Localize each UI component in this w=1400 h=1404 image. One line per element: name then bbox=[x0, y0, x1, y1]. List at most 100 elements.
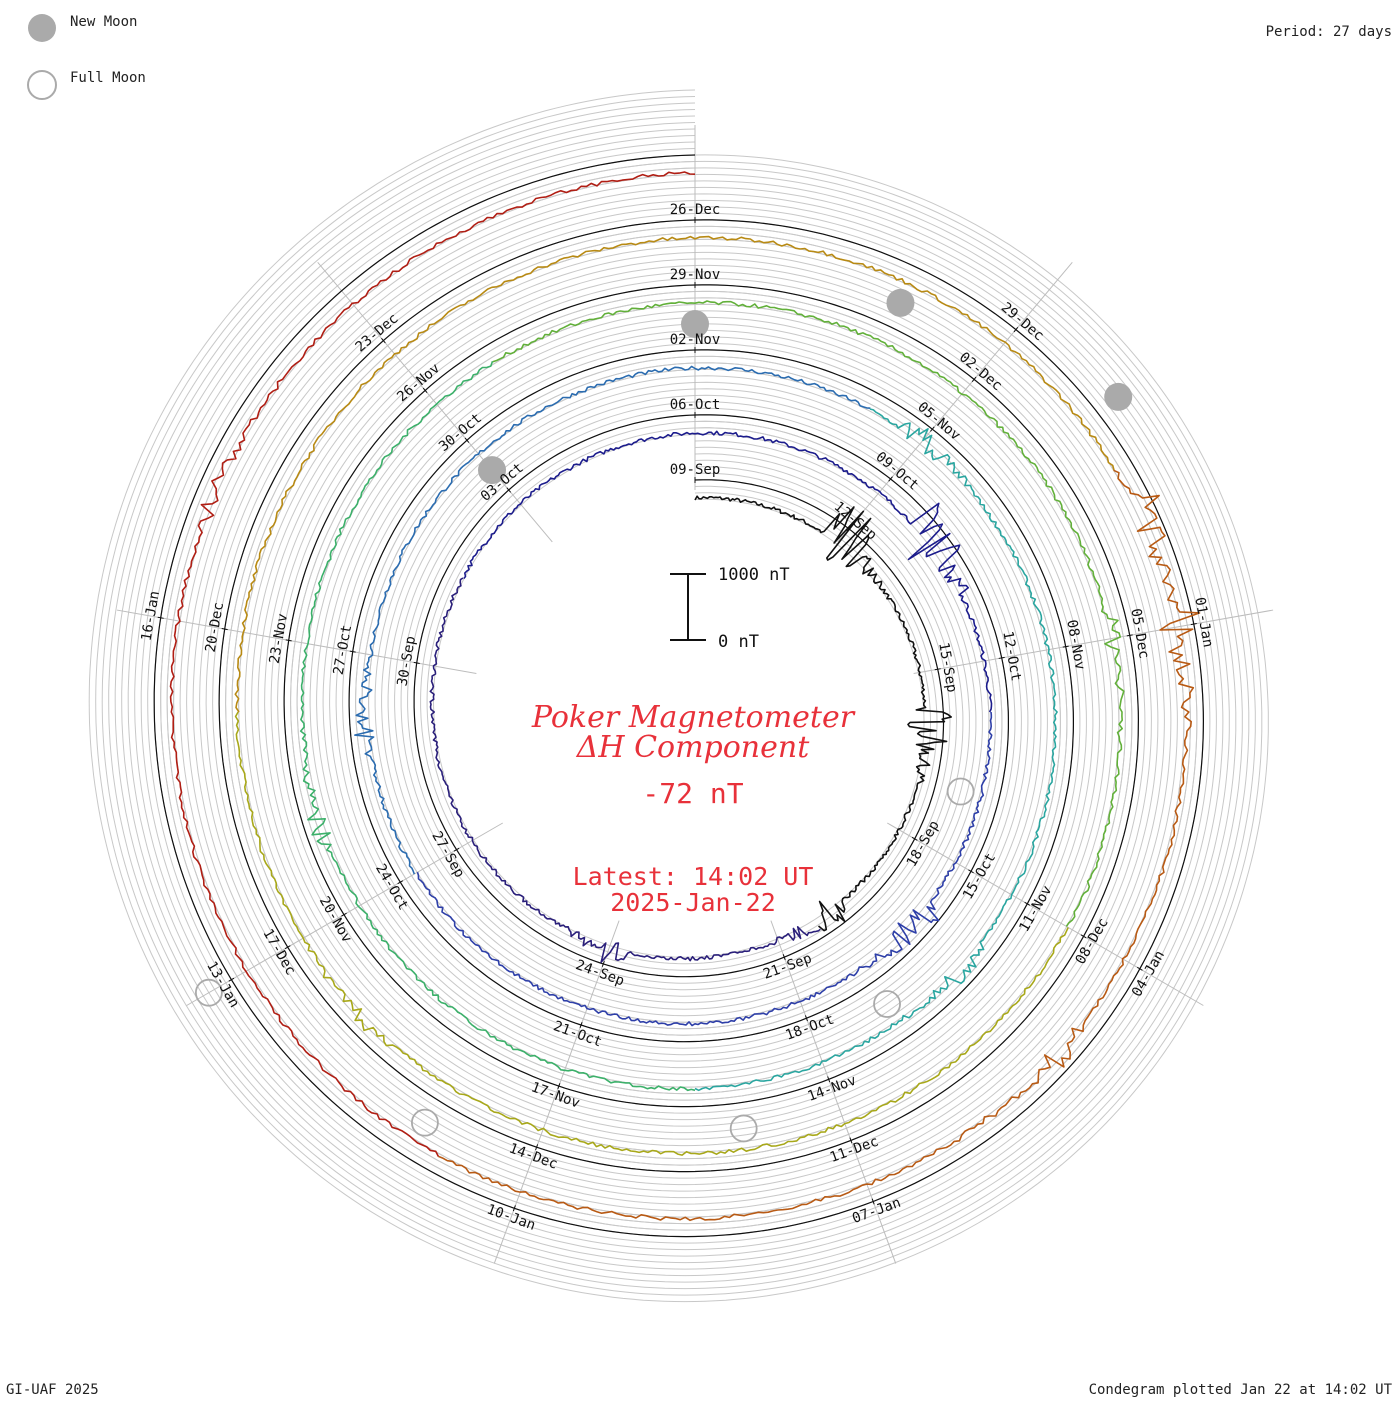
latest-date: 2025-Jan-22 bbox=[610, 888, 776, 917]
magnetometer-trace-segment bbox=[463, 430, 993, 713]
date-tick-mark bbox=[512, 1205, 516, 1212]
grid-spiral bbox=[147, 148, 1211, 1244]
trace-layer bbox=[169, 171, 1201, 1222]
date-tick-label: 09-Sep bbox=[670, 462, 721, 478]
new-moon-legend-label: New Moon bbox=[70, 14, 138, 30]
new-moon-marker bbox=[1104, 382, 1133, 411]
date-tick-mark bbox=[1126, 634, 1133, 637]
date-tick-label: 11-Nov bbox=[1016, 883, 1055, 935]
grid-spiral bbox=[108, 109, 1250, 1283]
full-moon-marker bbox=[946, 777, 975, 806]
full-moon-marker bbox=[411, 1108, 439, 1137]
date-tick-label: 01-Jan bbox=[1191, 596, 1216, 649]
date-tick-mark bbox=[601, 960, 605, 967]
date-tick-label: 15-Oct bbox=[960, 850, 999, 902]
magnetometer-trace-segment bbox=[234, 235, 1115, 713]
radial-spoke bbox=[770, 920, 897, 1264]
moon-layer bbox=[194, 288, 1133, 1143]
date-tick-label: 27-Sep bbox=[428, 829, 467, 881]
date-tick-mark bbox=[934, 668, 941, 671]
date-tick-mark bbox=[228, 977, 235, 982]
full-moon-marker bbox=[194, 978, 223, 1007]
date-tick-mark bbox=[557, 1083, 561, 1090]
baseline-layer bbox=[153, 154, 1205, 1238]
magnetometer-trace-segment bbox=[416, 711, 993, 1027]
date-tick-label: 02-Nov bbox=[670, 332, 721, 348]
date-tick-label: 08-Nov bbox=[1063, 619, 1088, 672]
date-tick-mark bbox=[285, 639, 292, 642]
chart-title-line2: ΔH Component bbox=[576, 730, 810, 765]
new-moon-marker bbox=[478, 456, 507, 485]
date-tick-mark bbox=[157, 616, 164, 619]
footer-plot-time: Condegram plotted Jan 22 at 14:02 UT bbox=[1088, 1382, 1392, 1398]
date-tick-mark bbox=[998, 656, 1005, 659]
date-tick-mark bbox=[888, 476, 893, 482]
date-tick-mark bbox=[930, 426, 935, 432]
date-tick-mark bbox=[1024, 901, 1031, 906]
date-tick-label: 06-Oct bbox=[670, 397, 721, 413]
date-tick-mark bbox=[349, 650, 356, 653]
magnetometer-trace-segment bbox=[299, 360, 696, 1092]
date-tick-mark bbox=[804, 1015, 808, 1022]
date-tick-label: 20-Dec bbox=[203, 601, 228, 654]
date-tick-label: 27-Oct bbox=[331, 624, 356, 677]
date-tick-mark bbox=[453, 847, 460, 852]
date-tick-mark bbox=[849, 1137, 853, 1144]
period-label: Period: 27 days bbox=[1265, 24, 1392, 40]
date-tick-mark bbox=[1137, 966, 1143, 971]
grid-spiral bbox=[127, 128, 1230, 1264]
magnetometer-trace-segment bbox=[694, 408, 1058, 1092]
radial-spoke bbox=[317, 262, 553, 543]
date-tick-label: 23-Nov bbox=[267, 612, 292, 665]
date-tick-mark bbox=[464, 437, 470, 443]
grid-spiral bbox=[134, 135, 1224, 1257]
date-tick-mark bbox=[1062, 645, 1069, 648]
date-tick-mark bbox=[341, 912, 347, 917]
date-tick-mark bbox=[1190, 623, 1197, 626]
date-tick-mark bbox=[413, 661, 420, 664]
scale-bar-top-label: 1000 nT bbox=[718, 565, 790, 585]
date-tick-label: 18-Sep bbox=[904, 818, 943, 870]
full-moon-legend-label: Full Moon bbox=[70, 70, 146, 86]
date-tick-label: 26-Dec bbox=[670, 202, 721, 218]
magnetometer-trace-segment bbox=[429, 577, 821, 963]
scale-bar: 1000 nT 0 nT bbox=[670, 565, 790, 652]
date-tick-mark bbox=[971, 376, 977, 382]
date-tick-mark bbox=[782, 954, 786, 961]
magnetometer-trace-segment bbox=[234, 711, 1069, 1156]
full-moon-marker bbox=[873, 990, 901, 1018]
date-tick-mark bbox=[871, 1198, 875, 1205]
latest-time: Latest: 14:02 UT bbox=[573, 862, 814, 891]
date-tick-mark bbox=[422, 387, 428, 394]
magnetometer-trace-segment bbox=[492, 300, 1125, 927]
date-tick-label: 15-Sep bbox=[935, 641, 960, 694]
grid-spiral bbox=[95, 96, 1263, 1296]
date-tick-mark bbox=[381, 338, 386, 344]
date-tick-mark bbox=[221, 628, 228, 631]
date-tick-label: 05-Dec bbox=[1127, 607, 1152, 660]
date-tick-label: 12-Oct bbox=[999, 630, 1024, 683]
radial-spoke bbox=[913, 609, 1274, 674]
date-tick-mark bbox=[1013, 326, 1019, 333]
date-tick-mark bbox=[911, 836, 918, 841]
magnetometer-trace-segment bbox=[354, 365, 871, 875]
date-tick-mark bbox=[827, 1076, 831, 1083]
date-tick-mark bbox=[506, 487, 512, 493]
current-value: -72 nT bbox=[642, 777, 743, 810]
magnetometer-trace-segment bbox=[438, 469, 1201, 1222]
new-moon-marker bbox=[681, 310, 709, 338]
date-tick-mark bbox=[968, 869, 974, 874]
date-tick-mark bbox=[284, 945, 291, 950]
date-tick-mark bbox=[579, 1022, 583, 1029]
chart-title: Poker Magnetometer ΔH Component bbox=[531, 700, 856, 765]
date-tick-mark bbox=[846, 526, 852, 532]
date-tick-label: 08-Dec bbox=[1073, 915, 1112, 967]
date-tick-mark bbox=[1080, 934, 1087, 939]
full-moon-legend-icon bbox=[27, 70, 57, 100]
date-tick-label: 04-Jan bbox=[1129, 948, 1168, 1000]
date-tick-mark bbox=[397, 880, 404, 885]
magnetometer-trace-segment bbox=[169, 171, 696, 1157]
grid-spiral bbox=[121, 122, 1237, 1270]
